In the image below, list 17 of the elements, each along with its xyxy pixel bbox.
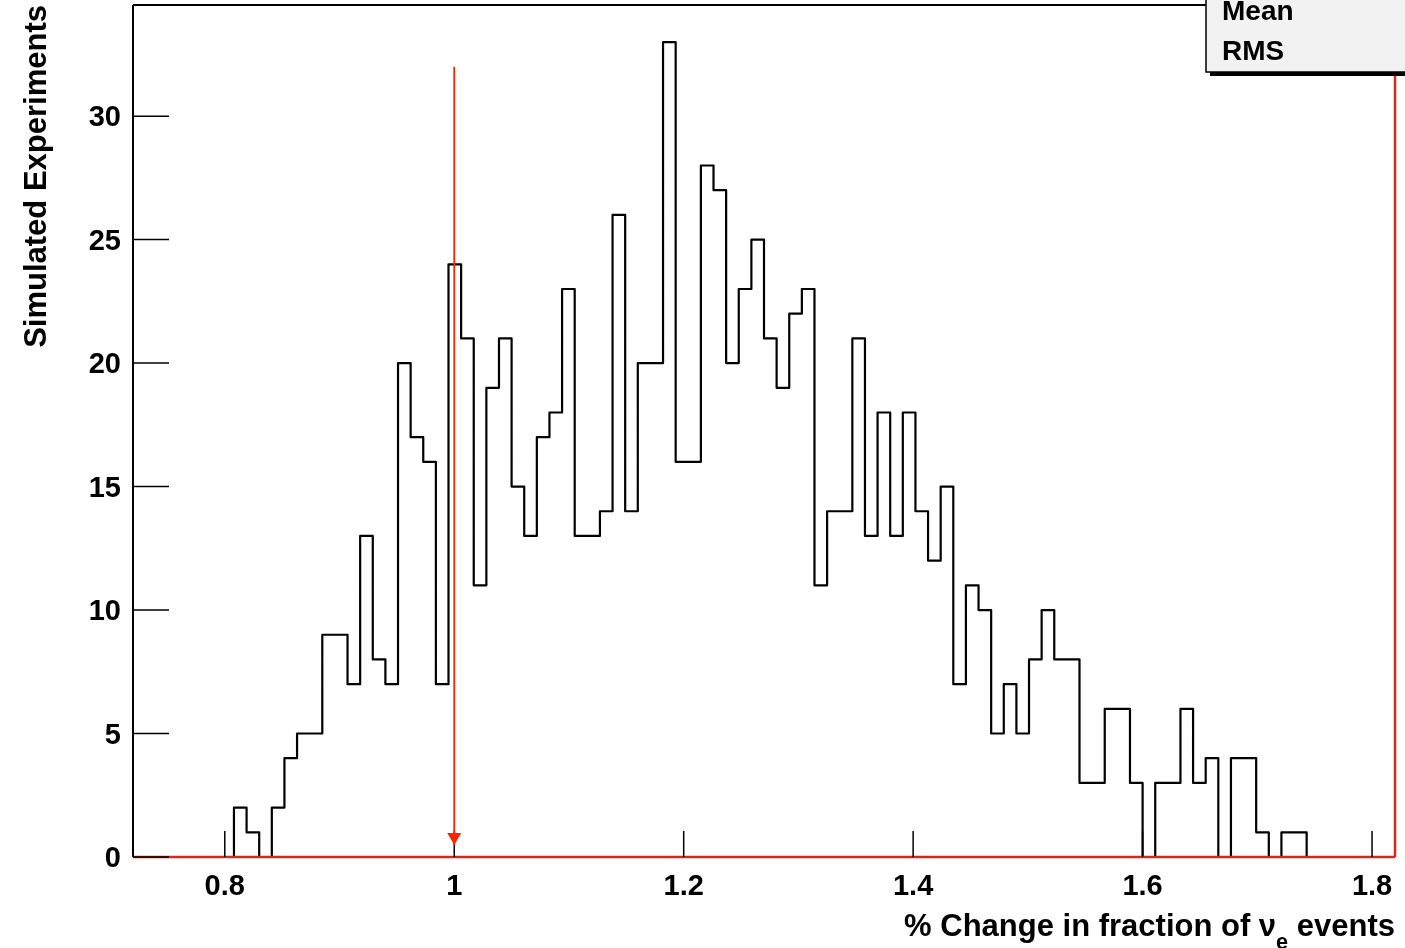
annotation: Mean [1222,0,1294,26]
y-tick-label: 25 [88,223,121,256]
y-tick-label: 30 [88,100,121,133]
y-tick-label: 5 [104,717,121,750]
annotation: RMS [1222,35,1285,66]
x-axis-title: % Change in fraction of ν$_{e}$ events [904,908,1395,948]
y-axis-title: Simulated Experiments [18,5,53,348]
x-tick-label: 1 [446,869,463,901]
x-tick-label: 1.6 [1122,869,1163,901]
y-tick-label: 10 [88,594,121,627]
x-tick-label: 1.8 [1351,869,1393,901]
x-tick-label: 1.2 [663,869,704,901]
x-tick-label: 1.4 [892,869,934,901]
y-tick-label: 20 [88,347,121,380]
y-tick-label: 0 [104,841,121,874]
x-tick-label: 0.8 [204,869,245,901]
y-tick-label: 15 [88,470,121,503]
